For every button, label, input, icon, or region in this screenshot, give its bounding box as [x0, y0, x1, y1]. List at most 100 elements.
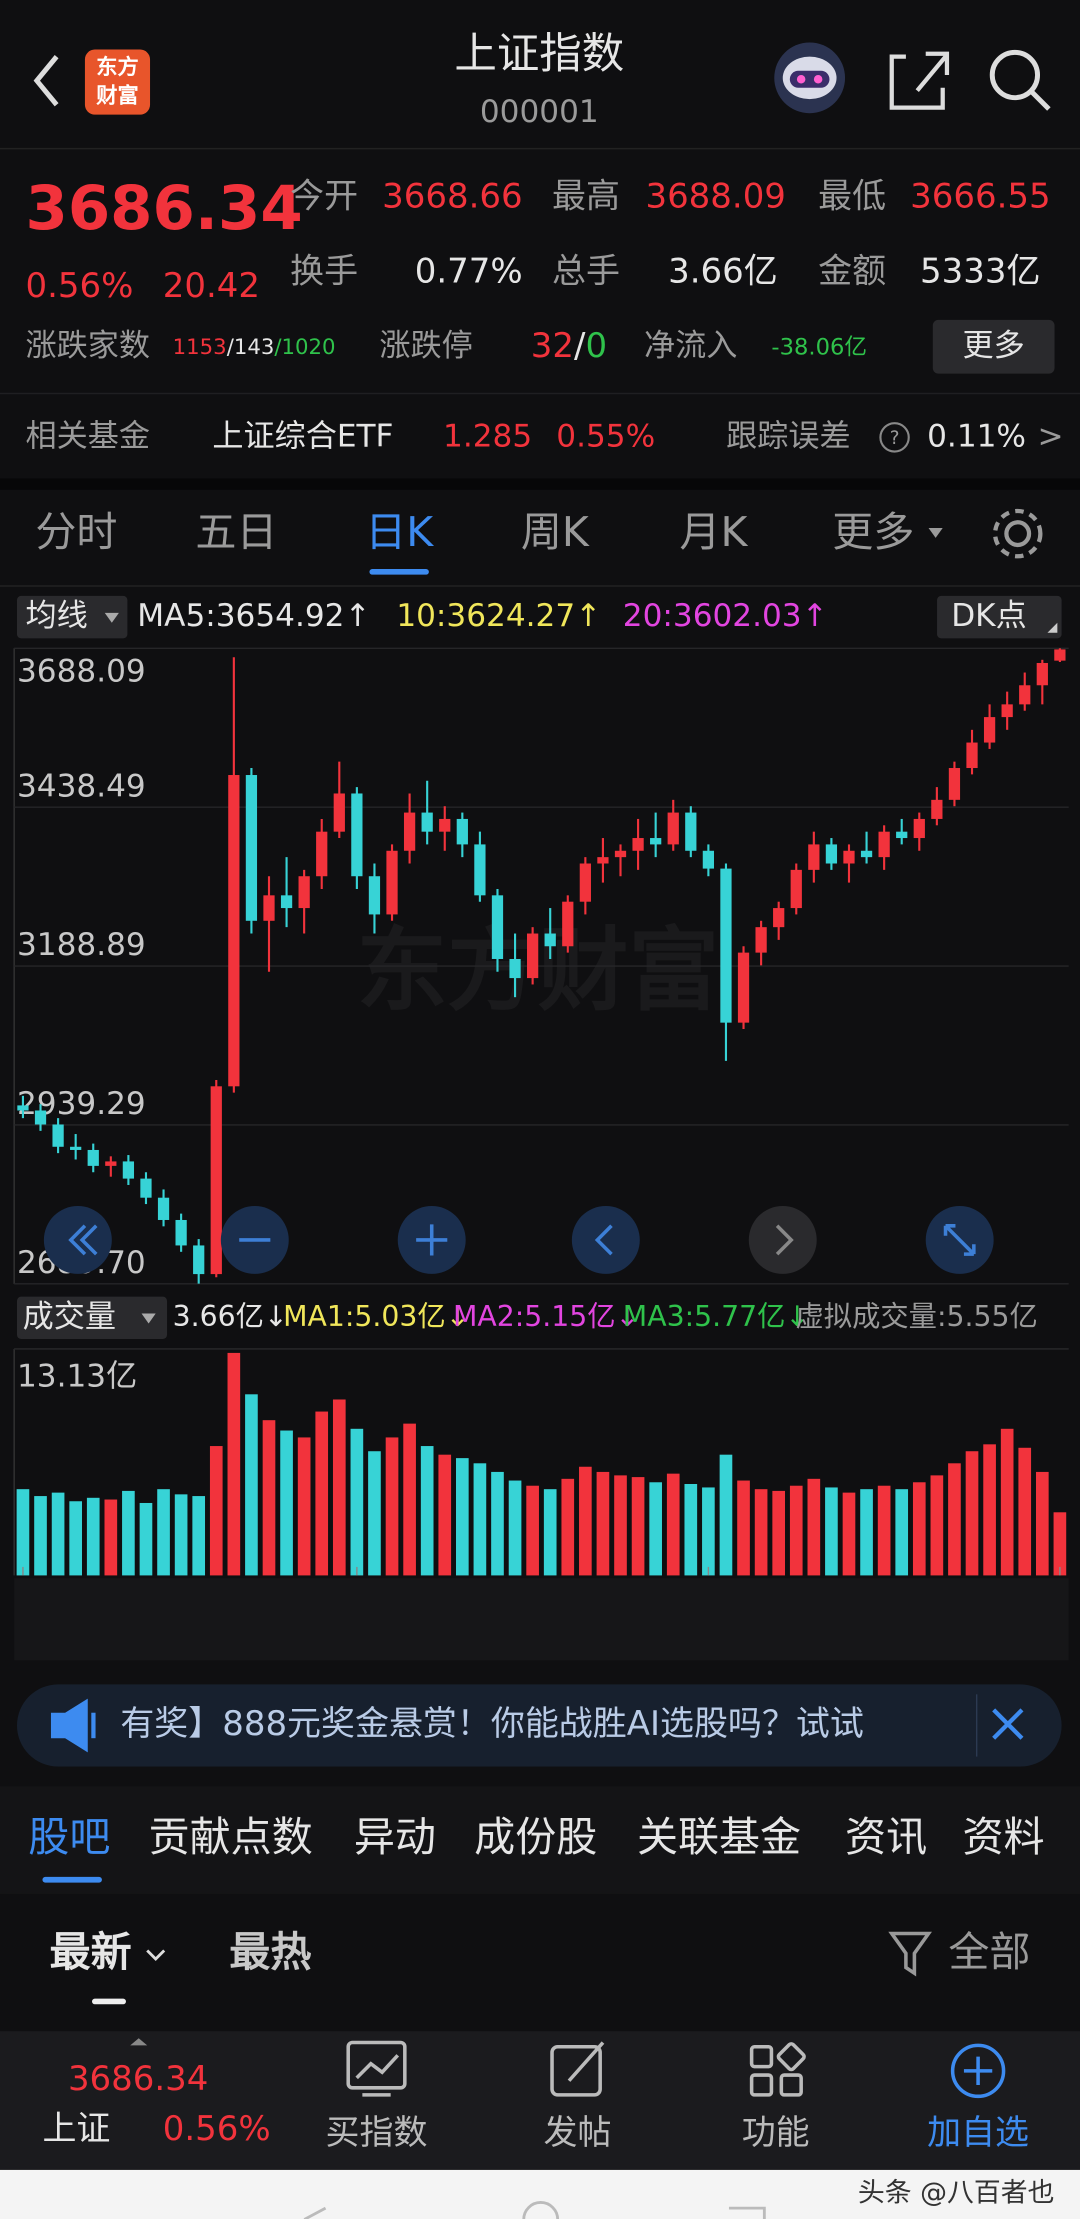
more-button[interactable] [932, 319, 1055, 374]
scroll-start-button[interactable] [43, 1205, 112, 1274]
action-label[interactable]: 功能 [742, 2113, 810, 2153]
breadth-up: 1153 [173, 335, 227, 360]
candle-body [175, 1219, 187, 1246]
candle-body [34, 1110, 47, 1125]
logo [84, 49, 151, 115]
tab[interactable]: 更多 [832, 508, 914, 556]
action-label[interactable]: 加自选 [927, 2113, 1029, 2153]
candle-body [298, 876, 310, 909]
volume-bar [737, 1480, 750, 1576]
action-label[interactable]: 买指数 [326, 2113, 428, 2153]
volume-bar [262, 1420, 276, 1576]
candle-body [544, 933, 556, 947]
icon [775, 1224, 794, 1256]
ma10: 10:3624.27↑ [396, 598, 601, 634]
breadth-flat: /143 [227, 335, 275, 360]
dk-button[interactable] [937, 595, 1062, 639]
y-tick-label: 3688.09 [17, 653, 146, 689]
settings-button[interactable] [992, 508, 1043, 559]
candle-body [966, 742, 978, 769]
ma5: MA5:3654.92↑ [137, 598, 370, 634]
candle-body [896, 831, 908, 839]
step-back-button[interactable] [571, 1205, 640, 1274]
candle-body [720, 868, 732, 1023]
search-button[interactable] [989, 49, 1051, 111]
fund-name[interactable]: 上证综合ETF [212, 418, 393, 454]
fund-arrow[interactable]: > [1038, 418, 1064, 454]
volume-bar [649, 1482, 662, 1576]
buy-icon[interactable] [346, 2040, 407, 2097]
filter-all[interactable]: 全部 [948, 1928, 1030, 1976]
section-tab[interactable]: 资料 [963, 1813, 1045, 1861]
section-tab[interactable]: 异动 [354, 1813, 436, 1861]
filter-latest[interactable]: 最新 [50, 1928, 132, 1976]
stat-label: 换手 [290, 252, 358, 292]
candle-body [878, 831, 890, 858]
help-mark: ? [890, 428, 900, 449]
volume-ma3: MA3:5.77亿↓ [623, 1300, 809, 1333]
dk-label[interactable]: DK点 [951, 598, 1027, 634]
tab[interactable]: 分时 [35, 508, 117, 556]
limit-down: 0 [585, 325, 607, 365]
candle-body [228, 775, 240, 1087]
back-button[interactable] [33, 55, 59, 107]
candle-body [527, 933, 539, 979]
section-tab[interactable]: 贡献点数 [149, 1813, 313, 1861]
volume-bar [860, 1489, 873, 1576]
y-tick-label: 3438.49 [17, 768, 146, 804]
volume-bar [825, 1487, 838, 1576]
help-icon[interactable] [879, 422, 910, 453]
candle-body [263, 895, 275, 921]
volume-bar [1035, 1471, 1049, 1576]
candle-body [913, 818, 925, 839]
filter-hot[interactable]: 最热 [229, 1928, 311, 1976]
limit-sep: / [574, 325, 586, 365]
volume-bar [561, 1478, 575, 1576]
ma-selector[interactable] [16, 595, 128, 639]
candle-body [509, 958, 521, 979]
volume-bar [368, 1451, 381, 1576]
tab-underline [369, 569, 429, 575]
banner-close[interactable] [992, 1708, 1024, 1740]
candle-body [614, 850, 627, 858]
more-label[interactable]: 更多 [963, 328, 1025, 364]
section-tab[interactable]: 关联基金 [637, 1813, 801, 1861]
volume-selector[interactable] [16, 1296, 168, 1340]
assistant-avatar[interactable] [774, 42, 846, 114]
section-tab[interactable]: 资讯 [845, 1813, 927, 1861]
stat-label: 最低 [818, 177, 886, 217]
watchlist-icon[interactable] [950, 2043, 1006, 2099]
volume-bar [245, 1394, 258, 1576]
tab-active[interactable]: 日K [365, 508, 434, 556]
candle-body [562, 901, 574, 947]
tab[interactable]: 五日 [195, 508, 277, 556]
candle-body [52, 1124, 64, 1147]
volume-selector-label[interactable]: 成交量 [23, 1299, 116, 1335]
candle-body [17, 1105, 29, 1111]
banner[interactable] [16, 1684, 1062, 1767]
volume-bar [579, 1466, 592, 1576]
ma-selector-label[interactable]: 均线 [25, 598, 87, 634]
candle-body [685, 812, 697, 851]
expand-caret[interactable] [130, 2038, 148, 2046]
tab[interactable]: 周K [521, 508, 590, 556]
candle-body [280, 895, 293, 909]
breadth-label: 涨跌家数 [25, 328, 150, 364]
tab[interactable]: 月K [679, 508, 748, 556]
source-watermark: 头条 @八百者也 [858, 2177, 1055, 2208]
action-label[interactable]: 发帖 [544, 2113, 612, 2153]
candle-body [737, 952, 750, 1023]
volume-bar [684, 1484, 698, 1576]
banner-text[interactable]: 有奖】888元奖金悬赏！你能战胜AI选股吗？试试 [120, 1704, 864, 1744]
section-tab[interactable]: 成份股 [474, 1813, 597, 1861]
step-forward-button[interactable] [748, 1205, 817, 1274]
post-icon[interactable] [550, 2041, 605, 2097]
share-button[interactable] [889, 51, 950, 110]
stat-value: 3666.55 [910, 177, 1050, 217]
filter-icon[interactable] [888, 1931, 932, 1977]
function-icon[interactable] [749, 2042, 806, 2097]
section-tab-active[interactable]: 股吧 [28, 1813, 110, 1861]
volume-bar [614, 1475, 627, 1576]
volume-bar [526, 1485, 539, 1576]
volume-bar [86, 1497, 100, 1576]
